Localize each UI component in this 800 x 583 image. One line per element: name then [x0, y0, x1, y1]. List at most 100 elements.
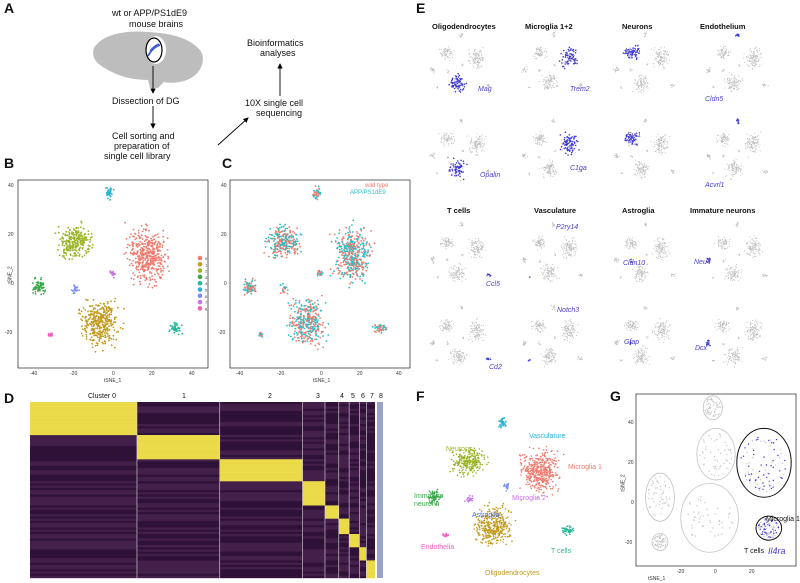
cell-point	[549, 83, 551, 85]
cell-point	[284, 229, 287, 232]
cell-point	[722, 47, 724, 49]
cell-point	[473, 66, 475, 68]
heatmap-cell	[325, 575, 339, 579]
cell-point	[452, 157, 455, 160]
cell-point	[109, 322, 112, 325]
heatmap-cell	[137, 542, 220, 546]
cell-point	[628, 50, 630, 53]
cell-point	[279, 284, 282, 286]
cell-point	[378, 324, 381, 326]
cell-point	[151, 262, 154, 265]
cell-point	[552, 36, 554, 38]
cell-point	[357, 252, 359, 254]
cell-point	[300, 233, 303, 236]
heatmap-cell	[137, 413, 220, 416]
cell-point	[65, 242, 68, 244]
c-legend-app: APP/PS1dE9	[350, 190, 386, 196]
cell-point	[455, 170, 457, 173]
cell-point	[478, 67, 480, 69]
cell-point	[81, 319, 84, 322]
cell-point	[635, 51, 637, 54]
cell-point	[640, 85, 643, 87]
cell-point	[666, 60, 668, 62]
cell-point	[87, 230, 90, 232]
cell-point	[136, 276, 139, 278]
cell-point	[735, 79, 737, 81]
cell-point	[132, 278, 135, 281]
cell-point	[457, 166, 460, 169]
heatmap-cell	[349, 465, 360, 469]
heatmap-cell	[359, 421, 367, 425]
cell-point	[355, 261, 358, 263]
heatmap-cell	[302, 518, 325, 522]
e-title-tcells: T cells	[447, 206, 471, 215]
cell-point	[644, 35, 646, 37]
heatmap-cell	[137, 498, 220, 502]
heatmap-cell	[325, 474, 339, 478]
heatmap-cell	[302, 459, 325, 462]
panel-letter-f: F	[416, 388, 425, 404]
cell-point	[157, 265, 160, 267]
cell-point	[285, 256, 288, 259]
cell-point	[284, 236, 287, 239]
heatmap-cell	[349, 509, 360, 513]
heatmap-cell	[30, 468, 137, 471]
cell-point	[674, 84, 676, 86]
cell-point	[304, 309, 306, 312]
cell-point	[534, 53, 536, 55]
cell-point	[161, 273, 164, 276]
cell-point	[288, 323, 291, 326]
cell-point	[569, 141, 571, 143]
legend-label: 1	[205, 262, 208, 267]
cell-point	[309, 303, 312, 306]
heatmap-cell	[325, 413, 339, 416]
cell-point	[736, 84, 738, 86]
cell-point	[385, 327, 388, 329]
heatmap-cell	[349, 487, 360, 491]
cell-point	[634, 78, 636, 80]
cell-point	[731, 74, 733, 76]
cell-point	[658, 56, 660, 58]
cell-point	[35, 281, 38, 284]
cell-point	[635, 84, 637, 86]
cell-point	[80, 325, 83, 327]
cell-point	[462, 149, 464, 151]
cell-point	[318, 187, 320, 190]
heatmap-cell	[359, 487, 367, 491]
cell-point	[307, 326, 310, 329]
cell-point	[475, 136, 478, 138]
cell-point	[749, 55, 751, 57]
cell-point	[753, 52, 755, 54]
cell-point	[78, 255, 81, 257]
step-sorting-line3: single cell library	[104, 151, 171, 161]
cell-point	[453, 74, 455, 76]
cell-point	[304, 336, 307, 338]
cell-point	[145, 276, 148, 279]
cell-point	[91, 339, 94, 342]
cell-point	[71, 244, 74, 247]
cell-point	[91, 346, 94, 349]
cell-point	[349, 283, 351, 285]
heatmap-cell	[325, 527, 339, 530]
cell-point	[317, 269, 320, 272]
cell-point	[105, 307, 108, 310]
heatmap-cell	[366, 485, 375, 489]
heatmap-cell	[219, 571, 303, 574]
cell-point	[551, 85, 553, 87]
cell-point	[61, 240, 63, 242]
cell-point	[96, 310, 98, 313]
cell-point	[322, 335, 324, 337]
cell-point	[725, 49, 728, 51]
cell-point	[755, 47, 757, 49]
cell-point	[736, 88, 738, 90]
heatmap-cell	[137, 426, 220, 429]
cell-point	[139, 283, 142, 286]
cell-point	[70, 235, 72, 238]
cell-point	[333, 233, 336, 236]
cell-point	[480, 51, 482, 53]
cell-point	[373, 330, 376, 333]
heatmap-cell	[325, 439, 339, 442]
cell-point	[663, 60, 666, 62]
cell-point	[350, 281, 352, 284]
panel-d-heatmap	[30, 402, 383, 579]
